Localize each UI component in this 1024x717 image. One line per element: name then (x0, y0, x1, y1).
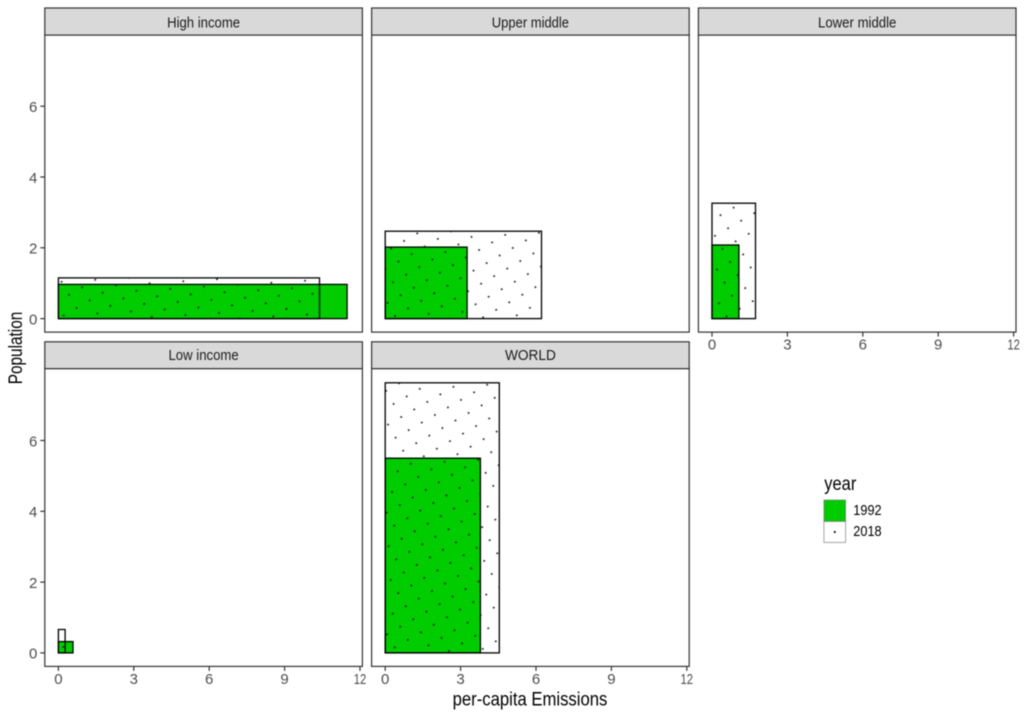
svg-text:2: 2 (29, 575, 37, 592)
svg-text:3: 3 (783, 336, 791, 353)
svg-text:6: 6 (205, 671, 213, 688)
svg-text:Lower middle: Lower middle (818, 15, 896, 32)
svg-text:2018: 2018 (853, 523, 881, 540)
svg-text:2: 2 (29, 241, 37, 258)
svg-text:WORLD: WORLD (505, 347, 556, 364)
svg-text:year: year (824, 474, 857, 495)
svg-text:1992: 1992 (853, 502, 881, 519)
svg-text:9: 9 (934, 336, 942, 353)
svg-text:12: 12 (354, 671, 367, 688)
svg-text:Upper middle: Upper middle (492, 15, 569, 32)
svg-text:12: 12 (681, 671, 694, 688)
svg-text:High income: High income (167, 15, 240, 32)
svg-text:9: 9 (607, 671, 615, 688)
svg-text:0: 0 (54, 671, 62, 688)
svg-text:0: 0 (708, 336, 716, 353)
svg-text:12: 12 (1007, 336, 1020, 353)
svg-text:6: 6 (859, 336, 867, 353)
svg-text:6: 6 (29, 99, 37, 116)
svg-text:Population: Population (6, 312, 27, 385)
svg-text:0: 0 (29, 311, 37, 328)
svg-text:6: 6 (29, 433, 37, 450)
svg-text:Low income: Low income (168, 347, 238, 364)
svg-text:3: 3 (130, 671, 138, 688)
svg-text:9: 9 (280, 671, 288, 688)
svg-text:0: 0 (29, 646, 37, 663)
svg-text:4: 4 (29, 504, 37, 521)
svg-text:6: 6 (532, 671, 540, 688)
svg-text:4: 4 (29, 170, 37, 187)
svg-text:0: 0 (381, 671, 389, 688)
svg-text:3: 3 (456, 671, 464, 688)
svg-text:per-capita Emissions: per-capita Emissions (453, 689, 608, 710)
